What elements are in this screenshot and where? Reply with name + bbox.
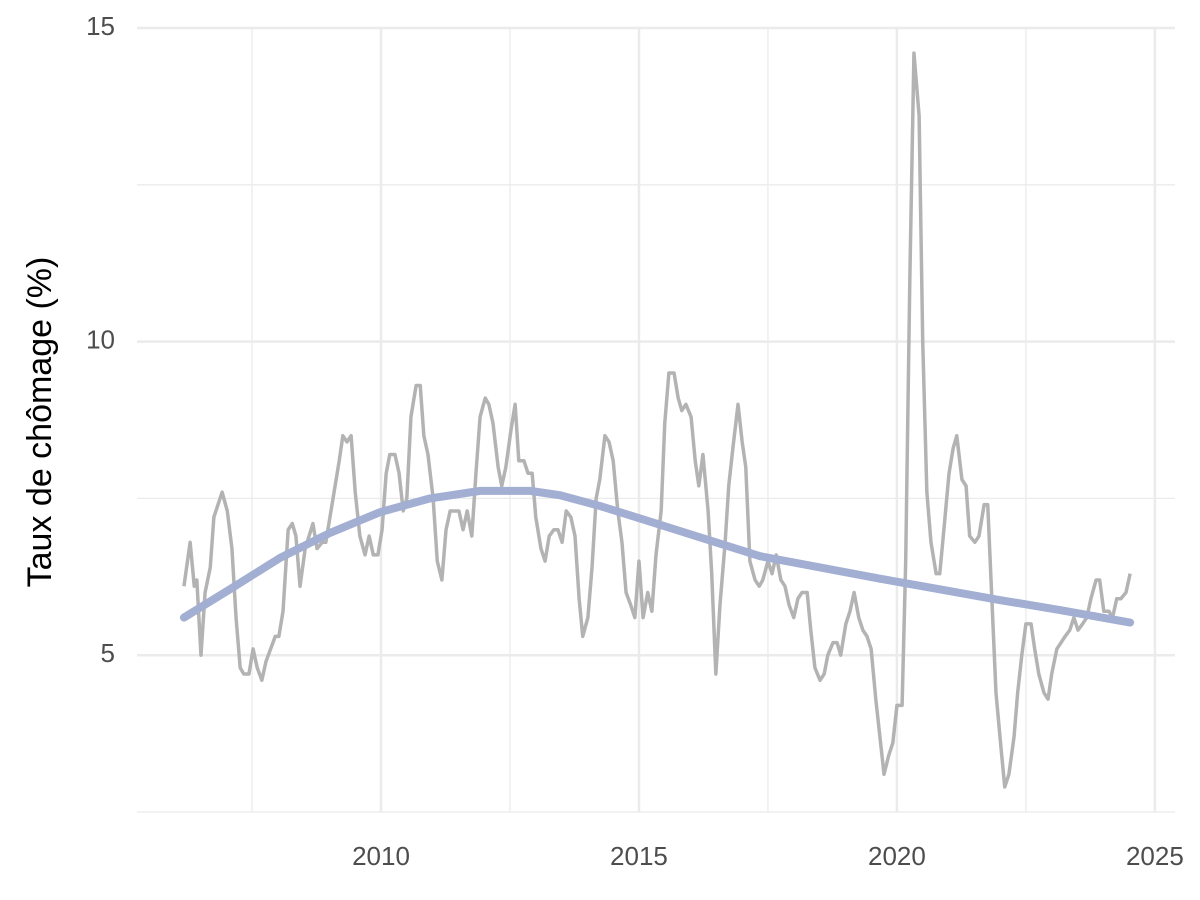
y-tick-label: 15 bbox=[86, 11, 115, 41]
y-axis-title: Taux de chômage (%) bbox=[21, 257, 59, 588]
line bbox=[182, 51, 1132, 789]
y-tick-label: 10 bbox=[86, 324, 115, 354]
x-tick-label: 2025 bbox=[1126, 841, 1184, 871]
x-tick-label: 2010 bbox=[352, 841, 410, 871]
x-tick-label: 2015 bbox=[610, 841, 668, 871]
y-tick-label: 5 bbox=[101, 638, 115, 668]
line bbox=[179, 486, 1135, 627]
x-tick-label: 2020 bbox=[868, 841, 926, 871]
